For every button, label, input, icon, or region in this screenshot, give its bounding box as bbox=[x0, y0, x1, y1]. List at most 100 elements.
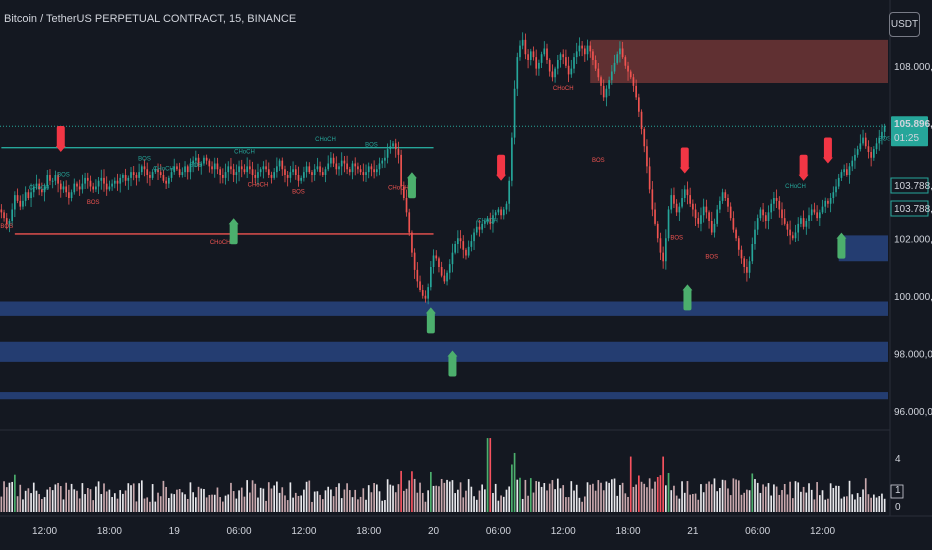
structure-label: BOS bbox=[190, 163, 203, 169]
volume-bar bbox=[843, 496, 845, 512]
structure-label: CHoCH bbox=[388, 185, 409, 191]
candle-body bbox=[851, 160, 854, 167]
candle-body bbox=[154, 169, 157, 173]
time-tick-label: 12:00 bbox=[291, 526, 316, 537]
volume-bar bbox=[416, 492, 419, 512]
candle-body bbox=[86, 177, 89, 181]
volume-bar bbox=[311, 501, 313, 512]
volume-bar bbox=[68, 489, 70, 512]
candle-body bbox=[324, 169, 327, 175]
candle-body bbox=[856, 149, 859, 155]
volume-bar bbox=[427, 490, 429, 512]
candle-body bbox=[643, 129, 646, 147]
candle-body bbox=[105, 183, 108, 190]
candle-body bbox=[486, 218, 489, 221]
candle-body bbox=[756, 218, 759, 230]
candle-body bbox=[586, 45, 589, 55]
candle-body bbox=[430, 267, 432, 288]
volume-bar bbox=[292, 497, 294, 512]
candle-body bbox=[100, 177, 103, 181]
candle-body bbox=[632, 77, 635, 86]
volume-bar bbox=[151, 484, 154, 512]
time-axis[interactable]: 12:00 18:00 19 06:00 12:00 18:00 20 06:00 12:00 1… bbox=[32, 526, 835, 537]
candle-body bbox=[786, 223, 789, 230]
candle-body bbox=[500, 209, 502, 216]
candle-body bbox=[32, 186, 35, 193]
time-tick-label: 12:00 bbox=[551, 526, 576, 537]
candle-body bbox=[700, 215, 702, 224]
candle-body bbox=[113, 180, 116, 184]
volume-bar bbox=[195, 497, 197, 512]
volume-bar bbox=[103, 483, 105, 512]
volume-bar bbox=[719, 487, 721, 512]
volume-bar bbox=[162, 480, 165, 512]
volume-bar bbox=[392, 485, 394, 512]
volume-bar bbox=[494, 483, 497, 512]
candle-body bbox=[92, 186, 95, 190]
structure-label: CHoCH bbox=[785, 184, 806, 190]
structure-label: BOS bbox=[592, 158, 605, 164]
candle-body bbox=[411, 232, 413, 253]
volume-bar bbox=[3, 481, 5, 512]
volume-bar bbox=[348, 490, 351, 512]
volume-bar bbox=[8, 482, 11, 512]
candle-body bbox=[546, 48, 548, 60]
candle-body bbox=[583, 48, 586, 55]
volume-bar bbox=[243, 496, 246, 512]
volume-bar bbox=[694, 493, 697, 512]
candle-body bbox=[481, 223, 484, 230]
candle-body bbox=[230, 166, 232, 170]
candle-body bbox=[864, 137, 867, 147]
candle-body bbox=[589, 45, 592, 52]
volume-bar bbox=[789, 481, 791, 512]
volume-bar bbox=[95, 486, 97, 512]
volume-bar bbox=[327, 486, 330, 512]
candle-body bbox=[638, 97, 640, 112]
candle-body bbox=[694, 209, 697, 219]
candle-body bbox=[648, 166, 651, 190]
volume-bar bbox=[113, 493, 116, 512]
symbol-title: Bitcoin / TetherUS PERPETUAL CONTRACT, 1… bbox=[4, 13, 297, 25]
volume-bar bbox=[454, 493, 456, 512]
sell-signal-arrow-icon bbox=[679, 147, 690, 174]
structure-label: BOS bbox=[365, 142, 378, 148]
candle-body bbox=[448, 264, 451, 273]
volume-bar bbox=[335, 487, 338, 512]
volume-bar bbox=[689, 494, 691, 512]
price-axis[interactable]: 108.000,0 102.000,0 100.000,0 98.000,0 96.00… bbox=[894, 62, 932, 418]
volume-bar bbox=[867, 494, 870, 512]
candles-layer bbox=[0, 32, 886, 305]
volume-bar bbox=[748, 490, 751, 512]
candle-body bbox=[375, 169, 378, 173]
candle-body bbox=[459, 238, 462, 242]
volume-bar bbox=[448, 481, 451, 512]
volume-bar bbox=[873, 494, 875, 512]
candle-body bbox=[197, 157, 200, 167]
price-marker-tag bbox=[890, 200, 929, 217]
volume-bar bbox=[332, 496, 335, 512]
candle-body bbox=[319, 166, 321, 173]
time-tick-label: 06:00 bbox=[486, 526, 511, 537]
candle-body bbox=[357, 166, 359, 170]
candle-body bbox=[178, 169, 181, 175]
candle-body bbox=[243, 169, 246, 173]
volume-bar bbox=[24, 490, 27, 512]
volume-bar bbox=[678, 498, 681, 512]
volume-bar bbox=[854, 499, 856, 512]
candle-body bbox=[222, 175, 224, 178]
candle-body bbox=[794, 232, 797, 239]
candle-body bbox=[262, 166, 265, 170]
volume-bar bbox=[157, 492, 159, 512]
volume-bar bbox=[205, 497, 208, 512]
volume-bar bbox=[240, 487, 243, 512]
candle-body bbox=[335, 163, 338, 170]
candle-body bbox=[0, 209, 3, 213]
currency-button[interactable]: USDT bbox=[889, 12, 920, 37]
structure-label: BOS bbox=[0, 224, 13, 230]
volume-bar bbox=[783, 484, 786, 512]
volume-bar bbox=[621, 482, 624, 512]
volume-bar bbox=[351, 497, 354, 512]
candle-body bbox=[167, 177, 170, 184]
volume-bar bbox=[389, 484, 392, 512]
